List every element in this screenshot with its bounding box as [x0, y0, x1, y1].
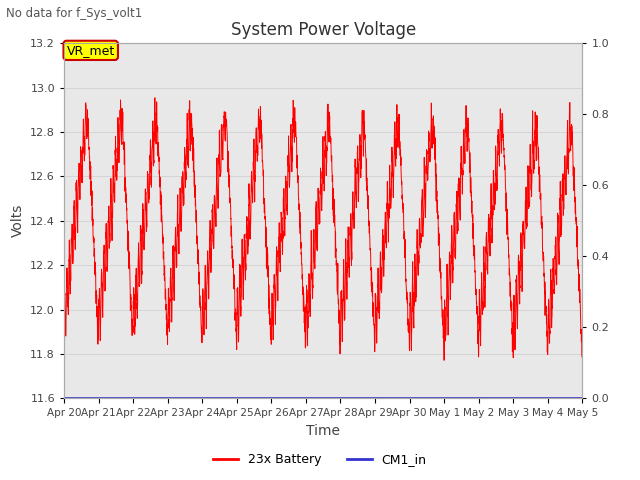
Text: No data for f_Sys_volt1: No data for f_Sys_volt1: [6, 7, 143, 20]
Legend: 23x Battery, CM1_in: 23x Battery, CM1_in: [208, 448, 432, 471]
Text: VR_met: VR_met: [67, 44, 115, 57]
Y-axis label: Volts: Volts: [10, 204, 24, 238]
Title: System Power Voltage: System Power Voltage: [230, 21, 416, 39]
X-axis label: Time: Time: [306, 424, 340, 438]
